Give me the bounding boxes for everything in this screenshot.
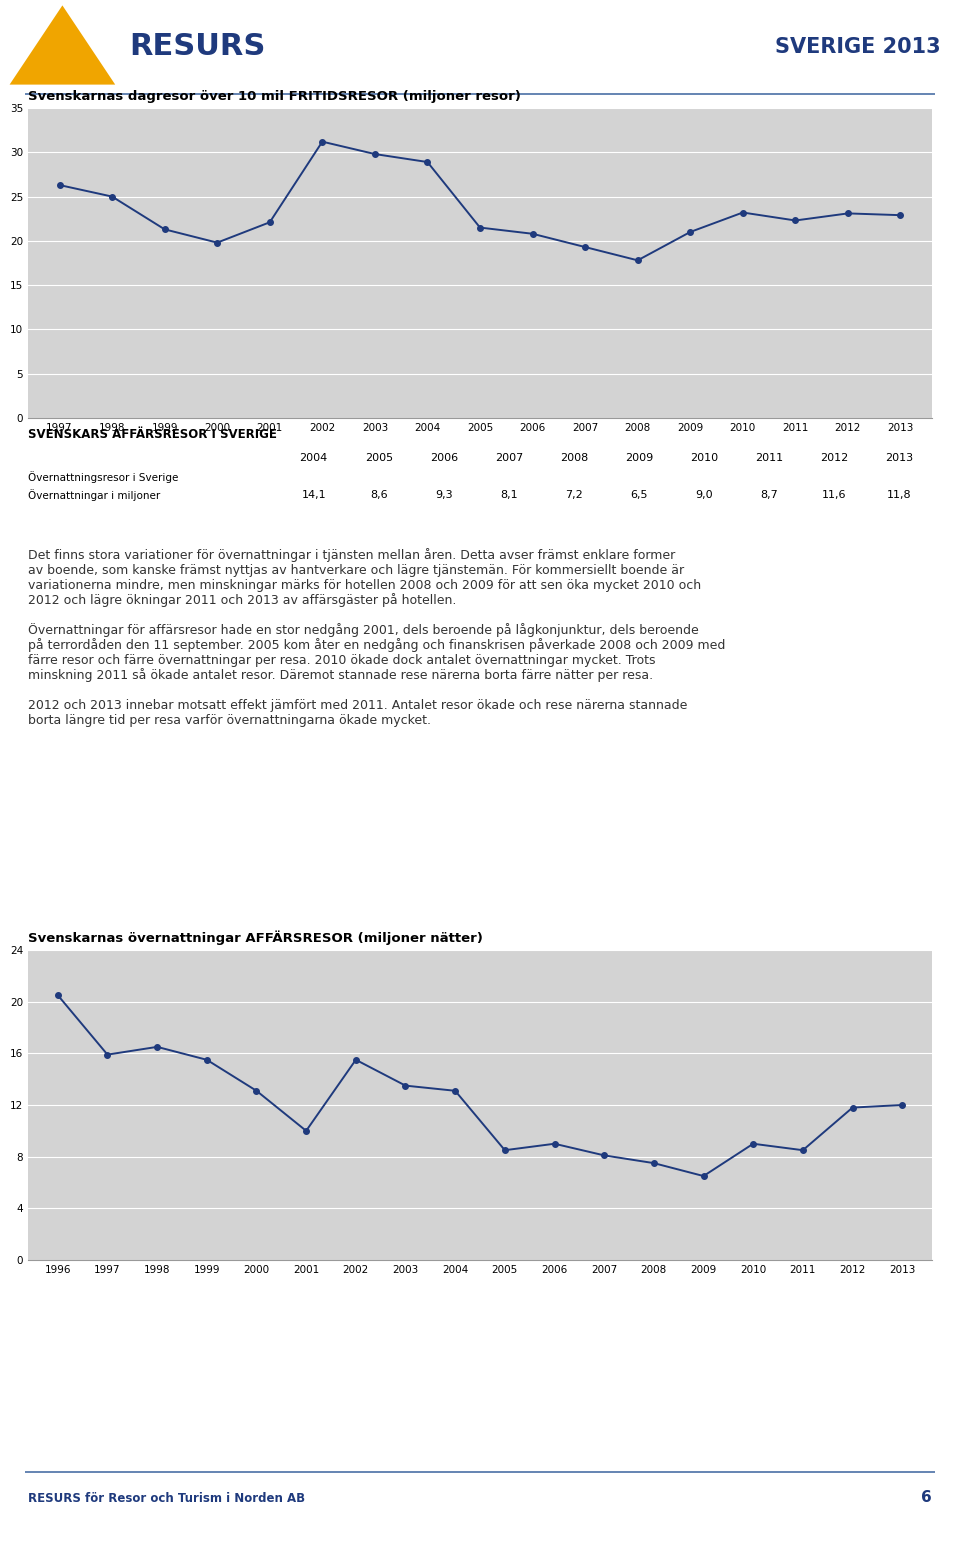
Text: 2009: 2009 <box>625 453 653 464</box>
Text: 11,6: 11,6 <box>822 490 847 499</box>
Text: Svenskarnas övernattningar AFFÄRSRESOR (miljoner nätter): Svenskarnas övernattningar AFFÄRSRESOR (… <box>28 930 483 944</box>
Text: RESURS för Resor och Turism i Norden AB: RESURS för Resor och Turism i Norden AB <box>28 1492 305 1505</box>
Text: SVENSKARS AFFÄRSRESOR I SVERIGE: SVENSKARS AFFÄRSRESOR I SVERIGE <box>28 428 276 442</box>
Text: 8,7: 8,7 <box>760 490 779 499</box>
Text: 2006: 2006 <box>430 453 458 464</box>
Text: Övernattningar för affärsresor hade en stor nedgång 2001, dels beroende på lågko: Övernattningar för affärsresor hade en s… <box>28 624 699 638</box>
Text: 6: 6 <box>922 1491 932 1506</box>
Text: Svenskarnas dagresor över 10 mil FRITIDSRESOR (miljoner resor): Svenskarnas dagresor över 10 mil FRITIDS… <box>28 90 521 103</box>
Text: 2005: 2005 <box>365 453 393 464</box>
Text: 8,1: 8,1 <box>500 490 517 499</box>
Text: 7,2: 7,2 <box>565 490 583 499</box>
Text: Övernattningsresor i Sverige: Övernattningsresor i Sverige <box>28 471 179 482</box>
Text: RESURS: RESURS <box>130 33 266 61</box>
Text: variationerna mindre, men minskningar märks för hotellen 2008 och 2009 för att s: variationerna mindre, men minskningar mä… <box>28 579 701 591</box>
Text: 2012 och lägre ökningar 2011 och 2013 av affärsgäster på hotellen.: 2012 och lägre ökningar 2011 och 2013 av… <box>28 593 456 607</box>
Text: Det finns stora variationer för övernattningar i tjänsten mellan åren. Detta avs: Det finns stora variationer för övernatt… <box>28 549 675 562</box>
Text: 11,8: 11,8 <box>887 490 912 499</box>
Text: 14,1: 14,1 <box>301 490 326 499</box>
Text: 2010: 2010 <box>690 453 718 464</box>
Text: 2004: 2004 <box>300 453 327 464</box>
Text: borta längre tid per resa varför övernattningarna ökade mycket.: borta längre tid per resa varför övernat… <box>28 714 431 727</box>
Text: 2012: 2012 <box>820 453 849 464</box>
Text: 2012 och 2013 innebar motsatt effekt jämfört med 2011. Antalet resor ökade och r: 2012 och 2013 innebar motsatt effekt jäm… <box>28 699 687 713</box>
Text: av boende, som kanske främst nyttjas av hantverkare och lägre tjänstemän. För ko: av boende, som kanske främst nyttjas av … <box>28 563 684 577</box>
Text: 6,5: 6,5 <box>631 490 648 499</box>
Text: minskning 2011 så ökade antalet resor. Däremot stannade rese närerna borta färre: minskning 2011 så ökade antalet resor. D… <box>28 669 653 683</box>
Text: 2007: 2007 <box>494 453 523 464</box>
Text: 8,6: 8,6 <box>370 490 388 499</box>
Text: färre resor och färre övernattningar per resa. 2010 ökade dock antalet övernattn: färre resor och färre övernattningar per… <box>28 654 656 668</box>
Text: SVERIGE 2013: SVERIGE 2013 <box>775 37 941 58</box>
Text: 9,3: 9,3 <box>435 490 453 499</box>
Text: 9,0: 9,0 <box>695 490 713 499</box>
Polygon shape <box>10 5 115 84</box>
Text: på terrordåden den 11 september. 2005 kom åter en nedgång och finanskrisen påver: på terrordåden den 11 september. 2005 ko… <box>28 638 726 652</box>
Text: 2013: 2013 <box>885 453 914 464</box>
Text: Övernattningar i miljoner: Övernattningar i miljoner <box>28 489 160 501</box>
Text: 2011: 2011 <box>756 453 783 464</box>
Text: 2008: 2008 <box>560 453 588 464</box>
